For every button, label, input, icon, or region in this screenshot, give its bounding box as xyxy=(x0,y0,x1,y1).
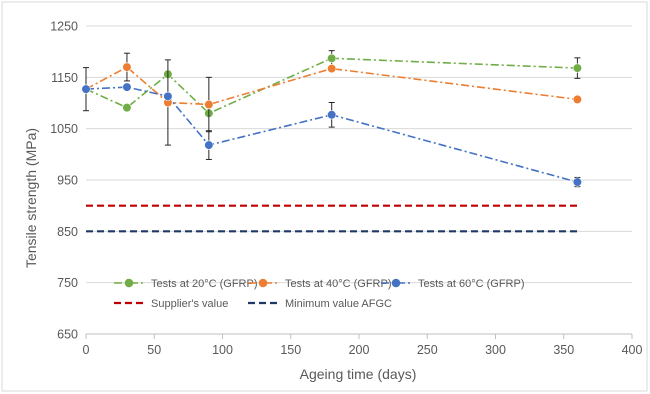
x-axis xyxy=(85,333,633,339)
data-point xyxy=(81,84,91,94)
legend-swatch-marker xyxy=(124,278,134,288)
data-point xyxy=(122,103,132,113)
data-point xyxy=(122,62,132,72)
series-line xyxy=(85,86,578,183)
x-tick-label: 350 xyxy=(553,343,574,357)
series-line xyxy=(85,66,578,106)
legend-swatch-marker xyxy=(391,278,401,288)
x-tick-label: 0 xyxy=(83,343,90,357)
legend-label: Minimum value AFGC xyxy=(285,298,392,310)
legend-label: Tests at 40°C (GFRP) xyxy=(285,278,391,290)
legend-item: Tests at 20°C (GFRP) xyxy=(114,278,257,290)
series-tests-at-40-c-gfrp- xyxy=(81,52,583,146)
y-tick-label: 750 xyxy=(57,276,78,290)
x-tick-label: 100 xyxy=(212,343,233,357)
legend-item: Tests at 60°C (GFRP) xyxy=(381,278,524,290)
data-point xyxy=(163,91,173,101)
data-point xyxy=(327,64,337,74)
series-group xyxy=(81,50,583,233)
series-line xyxy=(85,57,578,115)
legend-item: Minimum value AFGC xyxy=(248,298,392,310)
legend-item: Supplier's value xyxy=(114,298,228,310)
data-point xyxy=(204,140,214,150)
x-tick-label: 50 xyxy=(147,343,161,357)
y-axis-title: Tensile strength (MPa) xyxy=(23,128,39,268)
y-tick-label: 650 xyxy=(57,328,78,342)
x-tick-label: 250 xyxy=(417,343,438,357)
x-tick-label: 300 xyxy=(485,343,506,357)
y-tick-label: 1250 xyxy=(50,20,78,34)
data-point xyxy=(572,177,583,187)
y-tick-label: 1150 xyxy=(51,71,78,85)
data-point xyxy=(572,94,583,105)
x-tick-label: 150 xyxy=(280,343,301,357)
data-point xyxy=(327,110,337,120)
legend-label: Supplier's value xyxy=(151,298,228,310)
y-tick-labels: 650 750 850 950 1050 1150 1250 xyxy=(50,20,78,342)
y-tick-label: 850 xyxy=(57,225,78,239)
data-point xyxy=(572,63,583,73)
legend-label: Tests at 60°C (GFRP) xyxy=(418,278,524,290)
legend-label: Tests at 20°C (GFRP) xyxy=(151,278,257,290)
y-tick-label: 1050 xyxy=(50,122,78,136)
legend-item: Tests at 40°C (GFRP) xyxy=(248,278,391,290)
x-tick-label: 400 xyxy=(622,343,643,357)
legend-swatch-marker xyxy=(258,278,268,288)
legend: Tests at 20°C (GFRP) Tests at 40°C (GFRP)… xyxy=(114,278,524,310)
x-axis-title: Ageing time (days) xyxy=(300,366,417,382)
series-tests-at-60-c-gfrp- xyxy=(81,67,583,188)
x-tick-labels: 0 50 100 150 200 250 300 350 400 xyxy=(83,343,643,357)
data-point xyxy=(122,82,132,92)
y-tick-label: 950 xyxy=(57,174,78,188)
data-point xyxy=(327,53,337,63)
x-tick-label: 200 xyxy=(349,343,370,357)
data-point xyxy=(204,99,214,110)
